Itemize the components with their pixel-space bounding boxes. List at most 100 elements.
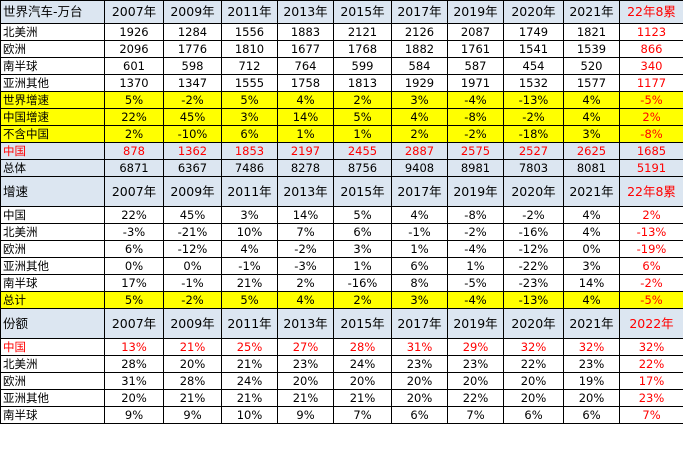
col-latest-cell: -13% bbox=[619, 223, 683, 241]
col-2009-cell: -21% bbox=[163, 223, 222, 241]
col-2009-cell: 1776 bbox=[163, 40, 222, 58]
col-2020-cell: -13% bbox=[503, 291, 564, 309]
col-2015-cell: 3% bbox=[333, 240, 392, 258]
col-latest-cell: 17% bbox=[619, 372, 683, 390]
header-col-2009: 2009年 bbox=[163, 176, 222, 207]
col-2011-cell: -1% bbox=[221, 257, 278, 275]
col-latest-cell: 23% bbox=[619, 389, 683, 407]
table-row: 亚洲其他 0% 0% -1% -3% 1% 6% 1% -22% 3% 6% bbox=[0, 257, 683, 275]
col-latest-cell: 7% bbox=[619, 406, 683, 424]
col-2015-cell: 2455 bbox=[333, 142, 392, 160]
col-2015-cell: -16% bbox=[333, 274, 392, 292]
col-2011-cell: 1555 bbox=[221, 74, 278, 92]
col-2015-cell: 24% bbox=[333, 355, 392, 373]
col-2007-cell: 878 bbox=[104, 142, 164, 160]
col-2017-cell: 23% bbox=[391, 355, 448, 373]
col-2015-cell: 7% bbox=[333, 406, 392, 424]
header-col-2019: 2019年 bbox=[447, 308, 504, 339]
col-2021-cell: 1539 bbox=[563, 40, 620, 58]
col-latest-cell: -19% bbox=[619, 240, 683, 258]
header-col-2007: 2007年 bbox=[104, 0, 164, 24]
col-2013-cell: 14% bbox=[277, 108, 334, 126]
table-row: 中国 13% 21% 25% 27% 28% 31% 29% 32% 32% 32% bbox=[0, 338, 683, 356]
col-2020-cell: -12% bbox=[503, 240, 564, 258]
col-latest-cell: -5% bbox=[619, 91, 683, 109]
col-2017-cell: 2887 bbox=[391, 142, 448, 160]
col-2015-cell: 1768 bbox=[333, 40, 392, 58]
col-2011-cell: 3% bbox=[221, 108, 278, 126]
col-2017-cell: 20% bbox=[391, 372, 448, 390]
col-2017-cell: 2126 bbox=[391, 23, 448, 41]
header-col-2007: 2007年 bbox=[104, 176, 164, 207]
col-2020-cell: -2% bbox=[503, 206, 564, 224]
header-col-2011: 2011年 bbox=[221, 0, 278, 24]
col-2007-cell: 13% bbox=[104, 338, 164, 356]
col-2011-cell: 7486 bbox=[221, 159, 278, 177]
col-2019-cell: 2087 bbox=[447, 23, 504, 41]
header-col-latest: 22年8累 bbox=[619, 176, 683, 207]
row-label-cell: 欧洲 bbox=[0, 372, 105, 390]
table-row: 世界增速 5% -2% 5% 4% 2% 3% -4% -13% 4% -5% bbox=[0, 91, 683, 109]
col-2011-cell: 6% bbox=[221, 125, 278, 143]
header-col-2021: 2021年 bbox=[563, 308, 620, 339]
row-label-cell: 亚洲其他 bbox=[0, 74, 105, 92]
col-2015-cell: 21% bbox=[333, 389, 392, 407]
col-2019-cell: 22% bbox=[447, 389, 504, 407]
col-2009-cell: 21% bbox=[163, 389, 222, 407]
col-2009-cell: 28% bbox=[163, 372, 222, 390]
col-2015-cell: 6% bbox=[333, 223, 392, 241]
col-2019-cell: 29% bbox=[447, 338, 504, 356]
col-2011-cell: 21% bbox=[221, 274, 278, 292]
col-2013-cell: 2% bbox=[277, 274, 334, 292]
row-label-cell: 中国增速 bbox=[0, 108, 105, 126]
header-col-2011: 2011年 bbox=[221, 308, 278, 339]
col-2009-cell: 45% bbox=[163, 108, 222, 126]
col-2019-cell: 8981 bbox=[447, 159, 504, 177]
row-label-cell: 南半球 bbox=[0, 57, 105, 75]
table-row: 中国 878 1362 1853 2197 2455 2887 2575 2527 2625 168… bbox=[0, 142, 683, 160]
row-label-cell: 北美洲 bbox=[0, 23, 105, 41]
table-row: 欧洲 2096 1776 1810 1677 1768 1882 1761 1541 1539 86… bbox=[0, 40, 683, 58]
col-2007-cell: 17% bbox=[104, 274, 164, 292]
header-col-2009: 2009年 bbox=[163, 0, 222, 24]
col-2021-cell: 2625 bbox=[563, 142, 620, 160]
col-latest-cell: 2% bbox=[619, 108, 683, 126]
col-latest-cell: 32% bbox=[619, 338, 683, 356]
row-label-cell: 南半球 bbox=[0, 406, 105, 424]
col-2007-cell: 2096 bbox=[104, 40, 164, 58]
col-2017-cell: 4% bbox=[391, 108, 448, 126]
section-header-row: 增速 2007年 2009年 2011年 2013年 2015年 2017年 2019年 202… bbox=[0, 176, 683, 207]
col-2017-cell: 2% bbox=[391, 125, 448, 143]
col-2015-cell: 5% bbox=[333, 206, 392, 224]
row-label-cell: 亚洲其他 bbox=[0, 389, 105, 407]
col-2020-cell: 1532 bbox=[503, 74, 564, 92]
col-2007-cell: 6% bbox=[104, 240, 164, 258]
col-2009-cell: 9% bbox=[163, 406, 222, 424]
col-2021-cell: 4% bbox=[563, 91, 620, 109]
row-label-cell: 总计 bbox=[0, 291, 105, 309]
header-col-2020: 2020年 bbox=[503, 308, 564, 339]
col-2009-cell: 6367 bbox=[163, 159, 222, 177]
header-col-2019: 2019年 bbox=[447, 176, 504, 207]
col-2007-cell: 5% bbox=[104, 291, 164, 309]
col-latest-cell: 866 bbox=[619, 40, 683, 58]
col-2017-cell: 6% bbox=[391, 257, 448, 275]
col-2007-cell: -3% bbox=[104, 223, 164, 241]
world-auto-table: 世界汽车-万台 2007年 2009年 2011年 2013年 2015年 2017年 201… bbox=[0, 0, 683, 424]
col-2020-cell: 2527 bbox=[503, 142, 564, 160]
col-2019-cell: 7% bbox=[447, 406, 504, 424]
col-2020-cell: 7803 bbox=[503, 159, 564, 177]
col-2013-cell: -3% bbox=[277, 257, 334, 275]
col-2015-cell: 1813 bbox=[333, 74, 392, 92]
table-row: 南半球 17% -1% 21% 2% -16% 8% -5% -23% 14% -2% bbox=[0, 274, 683, 292]
col-2015-cell: 8756 bbox=[333, 159, 392, 177]
header-col-2017: 2017年 bbox=[391, 176, 448, 207]
col-2019-cell: 20% bbox=[447, 372, 504, 390]
header-col-2013: 2013年 bbox=[277, 308, 334, 339]
col-2007-cell: 5% bbox=[104, 91, 164, 109]
header-col-2020: 2020年 bbox=[503, 176, 564, 207]
col-2011-cell: 25% bbox=[221, 338, 278, 356]
col-2017-cell: 31% bbox=[391, 338, 448, 356]
header-col-2015: 2015年 bbox=[333, 176, 392, 207]
col-2019-cell: -4% bbox=[447, 240, 504, 258]
